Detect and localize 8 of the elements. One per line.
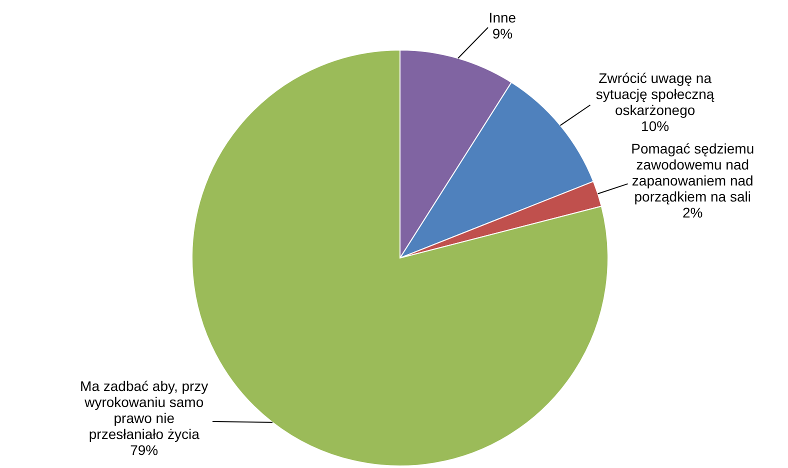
slice-label: Inne bbox=[488, 10, 516, 26]
data-label: 10% bbox=[641, 118, 670, 134]
data-label: 9% bbox=[492, 26, 513, 42]
slice-label: Pomagać sędziemu zawodowemu nad zapanowaniem nad porządkiem na sali bbox=[631, 140, 754, 204]
slice-label: Ma zadbać aby, przy wyrokowaniu samo prawo nie przesłaniało życia bbox=[80, 378, 208, 442]
data-label: 2% bbox=[682, 204, 703, 220]
data-label: 79% bbox=[130, 442, 158, 458]
slice-label: Zwrócić uwagę na sytuację społeczną oskarżonego bbox=[596, 70, 714, 118]
